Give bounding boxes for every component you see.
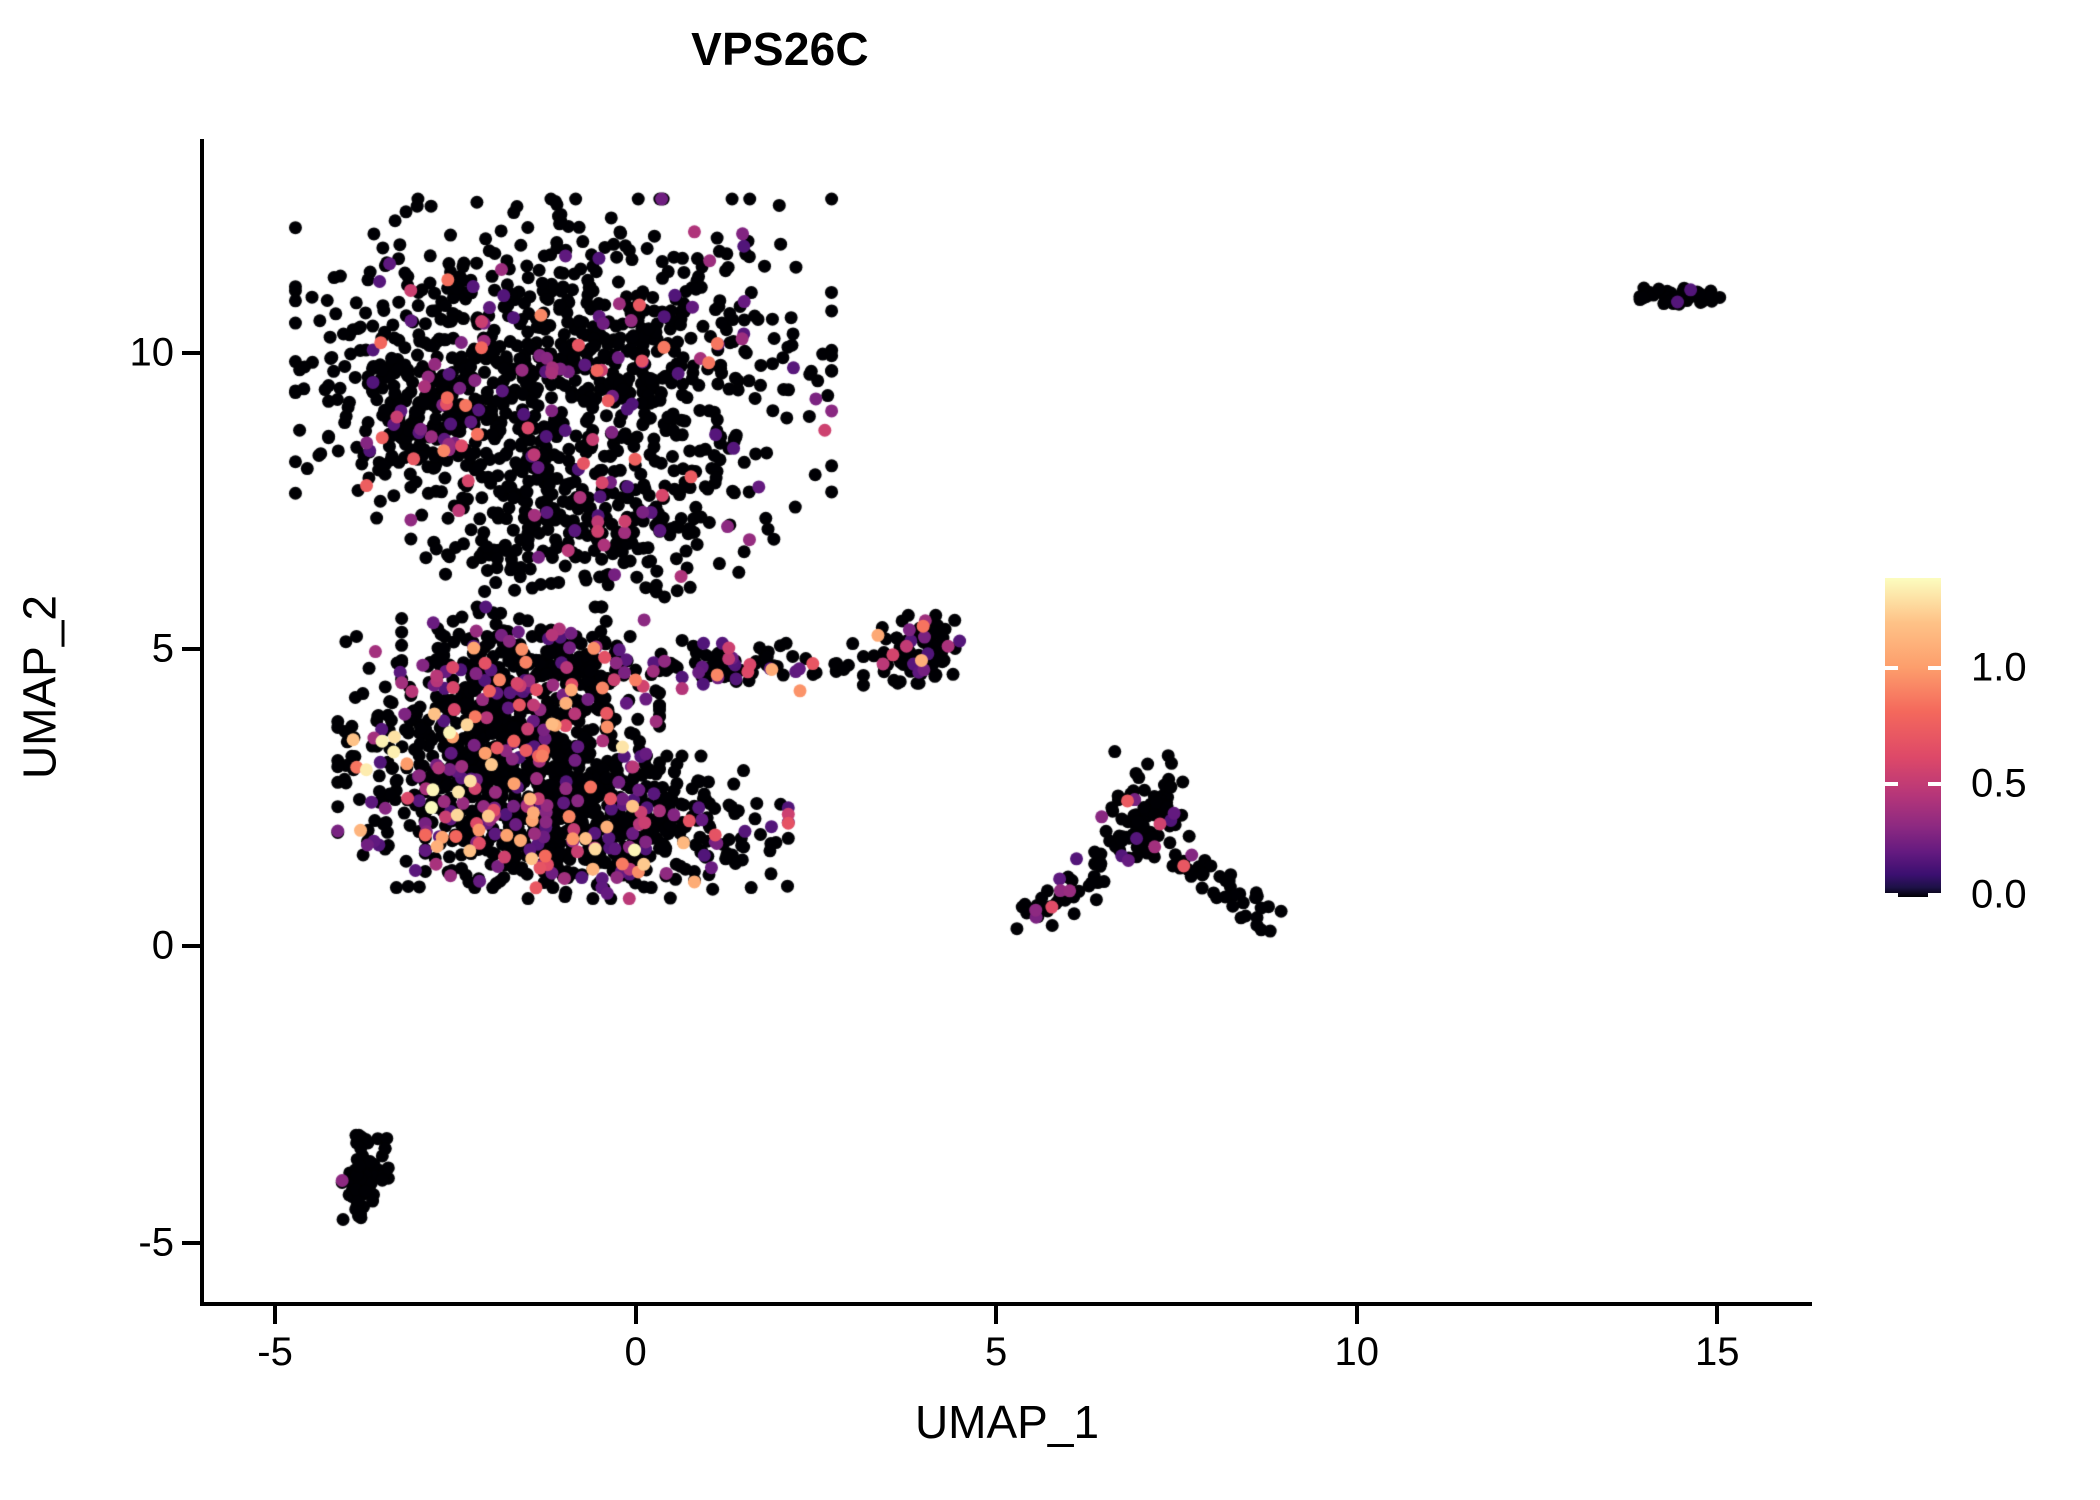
y-tick-label-10: 10 [129, 330, 175, 375]
y-tick-label-5: 5 [151, 626, 174, 671]
x-tick-label-10: 10 [1334, 1330, 1379, 1374]
scatter-panel [203, 139, 1811, 1302]
x-tick-mark-5 [994, 1306, 999, 1324]
colorbar-tick-0.0-left [1885, 893, 1898, 897]
x-axis-title: UMAP_1 [914, 1396, 1100, 1448]
x-tick-mark-10 [1354, 1306, 1359, 1324]
x-tick-label-15: 15 [1695, 1330, 1740, 1374]
y-tick-mark-5 [182, 647, 200, 652]
colorbar-tick-1.0-right [1928, 666, 1941, 670]
y-axis-line [200, 139, 204, 1306]
y-tick-label--5: -5 [138, 1220, 174, 1265]
x-tick-label--5: -5 [257, 1330, 293, 1374]
scatter-points-layer [203, 139, 1811, 1302]
colorbar-label-low: 0.0 [1971, 872, 2027, 917]
colorbar-label-mid: 0.5 [1971, 761, 2027, 806]
y-tick-mark--5 [182, 1240, 200, 1245]
x-tick-mark-0 [633, 1306, 638, 1324]
y-tick-mark-0 [182, 943, 200, 948]
colorbar-tick-0.5-right [1928, 782, 1941, 786]
colorbar-tick-1.0-left [1885, 666, 1898, 670]
y-tick-mark-10 [182, 350, 200, 355]
colorbar-legend: 1.0 0.5 0.0 [1885, 578, 2027, 917]
x-tick-label-0: 0 [624, 1330, 647, 1374]
colorbar-tick-0.5-left [1885, 782, 1898, 786]
y-axis-title: UMAP_2 [13, 594, 66, 780]
colorbar-label-high: 1.0 [1971, 645, 2027, 690]
y-tick-label-0: 0 [151, 923, 174, 968]
x-axis-line [200, 1302, 1812, 1306]
colorbar-tick-0.0-right [1928, 893, 1941, 897]
x-tick-label-5: 5 [985, 1330, 1008, 1374]
x-tick-mark--5 [273, 1306, 278, 1324]
x-tick-mark-15 [1715, 1306, 1720, 1324]
page-title: VPS26C [691, 23, 869, 75]
colorbar-gradient [1885, 578, 1941, 897]
